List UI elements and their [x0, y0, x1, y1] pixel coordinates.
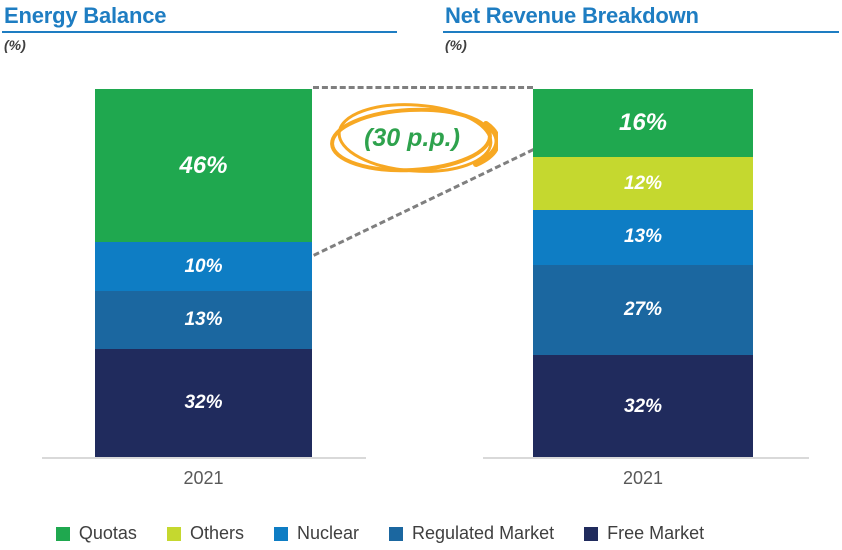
legend-item-others: Others [166, 523, 244, 544]
legend: Quotas Others Nuclear Regulated Market F… [0, 523, 842, 544]
bar-segment-regulated-market: 27% [533, 264, 753, 356]
bar-segment-nuclear: 10% [95, 242, 312, 292]
stacked-bar-net-revenue: 16% 12% 13% 27% 32% [533, 89, 753, 458]
stacked-bar-energy-balance: 46% 10% 13% 32% [95, 89, 312, 458]
annotation-circle-icon [330, 103, 498, 173]
segment-value-label: 46% [179, 151, 228, 179]
x-axis-line [42, 457, 366, 459]
unit-label: (%) [445, 37, 467, 53]
unit-label: (%) [4, 37, 26, 53]
chart-title-net-revenue: Net Revenue Breakdown [445, 3, 699, 28]
title-underline [443, 31, 839, 33]
legend-swatch-icon [273, 526, 288, 541]
legend-label: Free Market [607, 523, 705, 543]
x-axis-label-year: 2021 [183, 468, 224, 488]
legend-item-nuclear: Nuclear [273, 523, 359, 544]
legend-swatch-icon [55, 526, 70, 541]
segment-value-label: 27% [623, 298, 663, 320]
legend-item-free-market: Free Market [584, 523, 704, 544]
segment-value-label: 10% [184, 255, 223, 277]
segment-value-label: 32% [184, 392, 223, 414]
chart-title-energy-balance: Energy Balance [4, 3, 167, 28]
bar-segment-quotas: 46% [95, 89, 312, 243]
x-axis-line [483, 457, 809, 459]
bar-segment-free-market: 32% [95, 348, 312, 458]
bar-segment-quotas: 16% [533, 89, 753, 158]
legend-swatch-icon [389, 526, 403, 541]
segment-value-label: 13% [623, 226, 663, 248]
legend-item-quotas: Quotas [55, 523, 137, 544]
segment-value-label: 16% [618, 109, 668, 137]
legend-label: Others [189, 523, 244, 543]
title-underline [2, 31, 397, 33]
legend-swatch-icon [584, 526, 599, 541]
connector-line-top [313, 86, 533, 89]
legend-swatch-icon [166, 526, 181, 541]
legend-label: Nuclear [296, 523, 359, 543]
bar-segment-nuclear: 13% [533, 209, 753, 265]
bar-segment-free-market: 32% [533, 355, 753, 458]
legend-label: Quotas [78, 523, 137, 543]
x-axis-label-year: 2021 [622, 468, 664, 488]
legend-item-regulated-market: Regulated Market [389, 523, 554, 544]
segment-value-label: 32% [623, 395, 663, 417]
bar-segment-others: 12% [533, 157, 753, 210]
segment-value-label: 13% [184, 309, 223, 331]
annotation-delta-label: (30 p.p.) [364, 124, 460, 152]
bar-segment-regulated-market: 13% [95, 291, 312, 349]
segment-value-label: 12% [623, 172, 663, 194]
legend-label: Regulated Market [412, 523, 555, 543]
